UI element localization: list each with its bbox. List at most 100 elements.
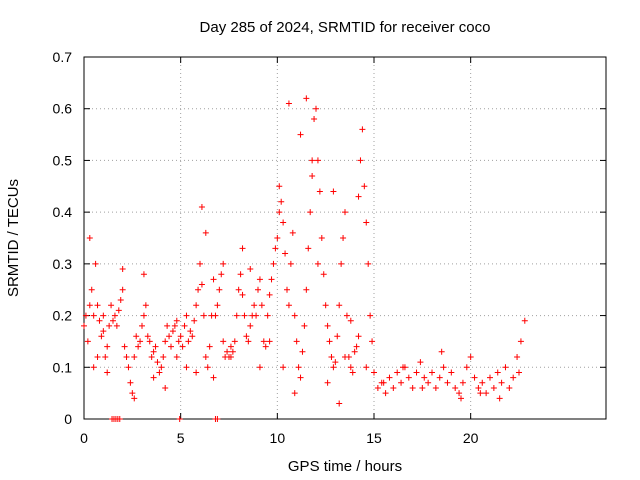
- data-point: [359, 126, 366, 133]
- data-point: [131, 353, 138, 360]
- data-point: [456, 390, 463, 397]
- data-point: [313, 105, 319, 112]
- data-point: [452, 384, 459, 391]
- data-point: [204, 364, 211, 371]
- y-tick-label: 0.7: [53, 49, 73, 65]
- data-point: [510, 374, 517, 381]
- data-point: [100, 312, 107, 319]
- data-point: [150, 348, 157, 355]
- data-point: [494, 369, 501, 376]
- data-point: [133, 333, 140, 340]
- plot-frame: [83, 56, 607, 420]
- data-point: [119, 266, 126, 273]
- data-point: [176, 416, 183, 422]
- data-point: [421, 374, 428, 381]
- data-point: [276, 183, 283, 190]
- data-point: [278, 198, 285, 205]
- data-point: [231, 338, 238, 345]
- data-point: [175, 338, 182, 345]
- data-point: [284, 286, 290, 293]
- data-point: [88, 286, 95, 293]
- data-point: [86, 235, 93, 241]
- data-point: [113, 322, 120, 329]
- data-point: [202, 229, 209, 236]
- data-point: [123, 353, 130, 360]
- data-point: [220, 338, 227, 345]
- data-point: [210, 276, 217, 283]
- data-point: [216, 286, 223, 293]
- data-point: [148, 353, 155, 360]
- data-point: [168, 343, 174, 350]
- data-point: [280, 364, 287, 371]
- data-point: [487, 374, 493, 381]
- data-point: [394, 369, 401, 376]
- data-point: [241, 312, 248, 319]
- y-tick-label: 0.2: [53, 308, 73, 324]
- data-point: [247, 322, 254, 329]
- data-point: [202, 353, 209, 360]
- data-point: [309, 172, 316, 179]
- data-point: [139, 322, 145, 329]
- data-point: [183, 364, 190, 371]
- data-point: [121, 343, 128, 350]
- data-point: [152, 343, 159, 350]
- data-point: [293, 338, 300, 345]
- data-point: [146, 338, 153, 345]
- x-tick-label: 20: [463, 430, 479, 446]
- data-point: [297, 374, 304, 381]
- y-tick-label: 0.4: [53, 204, 73, 220]
- data-point: [405, 374, 412, 381]
- data-point: [266, 291, 273, 298]
- data-point: [303, 286, 310, 293]
- data-point: [162, 384, 169, 391]
- data-point: [197, 260, 203, 267]
- data-point: [517, 338, 524, 345]
- data-point: [137, 338, 144, 345]
- data-point: [285, 100, 292, 107]
- data-point: [353, 343, 360, 350]
- data-point: [351, 348, 358, 355]
- data-point: [117, 297, 124, 304]
- data-point: [285, 302, 292, 309]
- data-point: [349, 369, 356, 376]
- data-point: [82, 312, 89, 319]
- data-point: [239, 291, 246, 298]
- data-point: [104, 343, 111, 350]
- data-point: [342, 353, 348, 360]
- x-tick-label: 0: [80, 430, 88, 446]
- data-point: [502, 364, 509, 371]
- data-point: [253, 312, 260, 319]
- data-point: [299, 348, 306, 355]
- data-point: [316, 188, 323, 195]
- data-point: [166, 333, 173, 340]
- data-point: [363, 364, 370, 371]
- data-point: [413, 369, 420, 376]
- data-point: [90, 364, 97, 371]
- data-point: [129, 390, 136, 397]
- data-point: [506, 384, 513, 391]
- data-point: [365, 260, 372, 267]
- data-point: [471, 374, 478, 381]
- data-point: [158, 364, 165, 371]
- data-point: [448, 369, 455, 376]
- data-point: [239, 245, 246, 252]
- data-point: [224, 348, 231, 355]
- data-point: [260, 338, 267, 345]
- data-point: [314, 157, 321, 164]
- data-point: [94, 302, 101, 309]
- data-point: [479, 379, 486, 386]
- data-point: [256, 276, 263, 283]
- x-axis-label: GPS time / hours: [288, 458, 402, 475]
- data-point: [100, 328, 107, 335]
- data-point: [111, 312, 118, 319]
- data-point: [142, 302, 149, 309]
- data-point: [258, 302, 265, 309]
- data-point: [131, 395, 138, 402]
- data-point: [256, 364, 263, 371]
- data-point: [436, 374, 443, 381]
- data-point: [458, 395, 464, 402]
- data-point: [400, 364, 406, 371]
- data-point: [459, 379, 466, 386]
- data-point: [84, 338, 91, 345]
- data-point: [81, 322, 87, 329]
